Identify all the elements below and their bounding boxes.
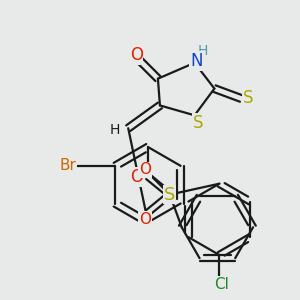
Text: H: H — [197, 44, 208, 58]
Text: O: O — [130, 46, 142, 64]
Text: S: S — [193, 114, 204, 132]
Text: H: H — [109, 123, 119, 137]
Text: S: S — [164, 186, 176, 204]
Text: Cl: Cl — [214, 277, 229, 292]
Text: N: N — [190, 52, 203, 70]
Text: O: O — [139, 162, 151, 177]
Text: Br: Br — [59, 158, 76, 173]
Text: S: S — [243, 89, 253, 107]
Text: O: O — [130, 168, 142, 186]
Text: O: O — [139, 212, 151, 227]
